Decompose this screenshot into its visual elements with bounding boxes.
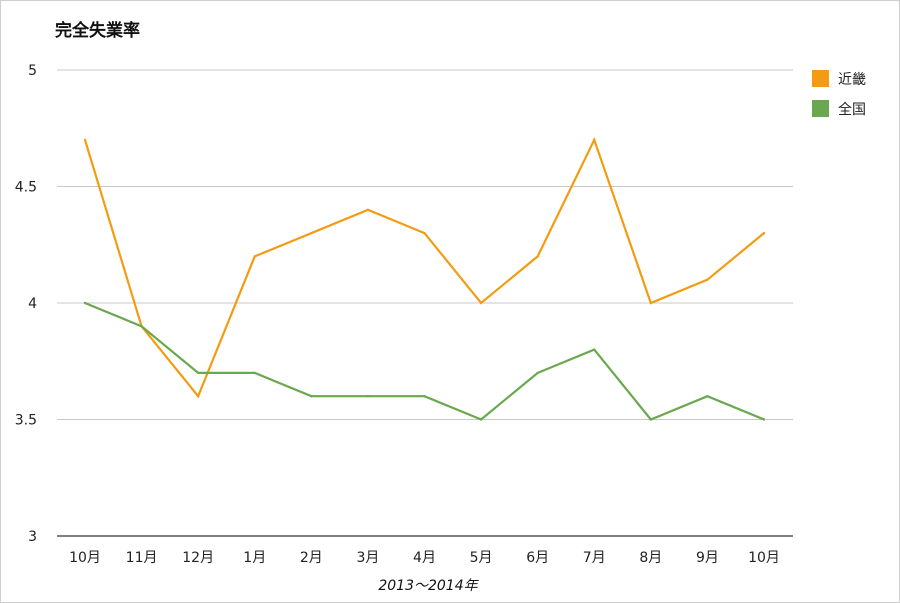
x-tick-label: 5月 <box>470 550 493 566</box>
legend-label: 近畿 <box>838 72 866 88</box>
x-tick-label: 9月 <box>696 550 719 566</box>
data-point <box>83 301 87 305</box>
x-axis-label: 2013〜2014年 <box>378 578 479 594</box>
legend-swatch <box>812 100 829 117</box>
data-point <box>196 371 200 375</box>
data-point <box>140 325 143 328</box>
x-tick-label: 11月 <box>126 550 158 566</box>
series-line-0 <box>83 137 765 399</box>
data-point <box>366 208 370 211</box>
legend-label: 全国 <box>838 101 866 118</box>
y-axis-ticks: 3 3.5 4 4.5 5 <box>15 63 37 545</box>
legend-swatch <box>812 70 829 87</box>
x-tick-label: 4月 <box>413 550 436 566</box>
data-point <box>196 395 200 398</box>
x-tick-label: 8月 <box>639 550 662 566</box>
data-point <box>310 231 313 235</box>
series-line-1 <box>84 301 765 421</box>
data-point <box>706 278 709 281</box>
data-point <box>536 371 539 375</box>
y-tick-label: 4 <box>28 296 37 312</box>
data-point <box>423 395 426 398</box>
y-tick-label: 3.5 <box>15 413 37 429</box>
x-tick-label: 12月 <box>182 550 214 566</box>
data-point <box>479 301 483 305</box>
data-point <box>593 138 596 142</box>
series-lines <box>83 137 766 421</box>
x-tick-label: 10月 <box>748 550 780 566</box>
y-tick-label: 5 <box>28 63 37 79</box>
data-point <box>536 255 539 258</box>
x-tick-label: 3月 <box>356 550 379 566</box>
grid-lines <box>57 69 793 537</box>
data-point <box>593 348 596 351</box>
data-point <box>479 418 483 421</box>
x-tick-label: 6月 <box>526 550 549 566</box>
x-axis-ticks: 10月 11月 12月 1月 2月 3月 4月 5月 6月 7月 8月 9月 10月 <box>69 550 780 566</box>
y-tick-label: 4.5 <box>15 180 37 196</box>
data-point <box>253 371 256 375</box>
data-point <box>253 255 256 258</box>
data-point <box>762 231 766 235</box>
data-point <box>762 418 766 421</box>
data-point <box>649 301 653 305</box>
data-point <box>83 138 87 142</box>
data-point <box>366 395 370 398</box>
x-tick-label: 7月 <box>583 550 606 566</box>
chart-title: 完全失業率 <box>55 20 140 41</box>
data-point <box>706 395 709 398</box>
y-tick-label: 3 <box>28 529 37 545</box>
data-point <box>423 231 426 235</box>
data-point <box>310 395 313 398</box>
x-tick-label: 10月 <box>69 550 101 566</box>
x-tick-label: 1月 <box>243 550 266 566</box>
x-tick-label: 2月 <box>300 550 323 566</box>
data-point <box>649 418 653 421</box>
